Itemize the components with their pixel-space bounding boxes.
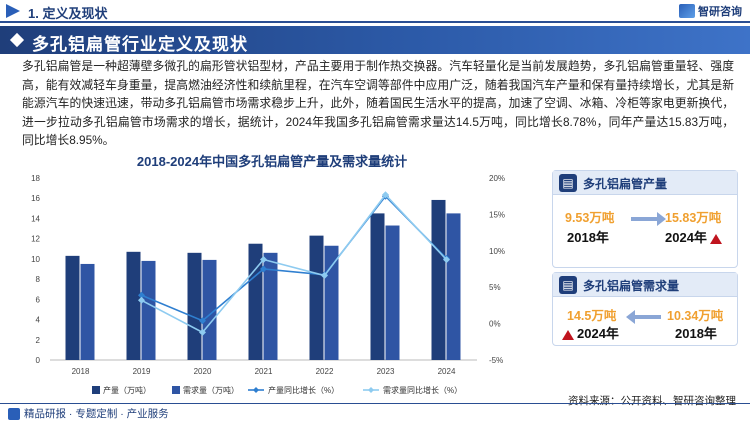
line-demand-growth <box>141 193 448 334</box>
x-tick-label: 2022 <box>316 367 334 376</box>
title-banner: 多孔铝扁管行业定义及现状 <box>0 26 750 54</box>
top-bar: 1. 定义及现状 智研咨询 <box>0 0 750 22</box>
demand-card-title: 多孔铝扁管需求量 <box>583 279 680 293</box>
bar-production <box>126 251 141 360</box>
y-left-tick-label: 6 <box>36 295 41 304</box>
y-left-tick-label: 0 <box>36 356 41 365</box>
footer-text: 精品研报 · 专题定制 · 产业服务 <box>24 408 169 420</box>
y-right-tick-label: 20% <box>489 174 505 183</box>
up-arrow-icon <box>709 233 722 244</box>
bar-demand <box>446 213 461 360</box>
legend-swatch <box>172 386 180 394</box>
demand-left-year: 2024年 <box>577 326 619 341</box>
line-point <box>260 265 267 273</box>
footer: 精品研报 · 专题定制 · 产业服务 <box>8 406 169 421</box>
y-left-tick-label: 18 <box>31 174 40 183</box>
line-point <box>321 272 328 280</box>
bar-production <box>65 255 80 360</box>
diamond-icon <box>9 32 25 48</box>
production-from-value: 9.53万吨 <box>565 211 615 225</box>
production-from-year: 2018年 <box>567 230 609 245</box>
y-right-tick-label: -5% <box>489 356 503 365</box>
bar-demand <box>263 252 278 360</box>
logo-icon <box>679 4 695 18</box>
right-arrow-icon <box>631 212 666 226</box>
demand-card-header: ▤ 多孔铝扁管需求量 <box>553 273 737 297</box>
production-to-year: 2024年 <box>665 230 707 245</box>
y-left-tick-label: 12 <box>31 235 40 244</box>
y-left-tick-label: 8 <box>36 275 41 284</box>
legend-label: 产量（万吨） <box>103 385 151 395</box>
line-point <box>260 256 267 264</box>
demand-right-value: 10.34万吨 <box>667 309 724 323</box>
production-card-title: 多孔铝扁管产量 <box>583 177 668 191</box>
production-to-value: 15.83万吨 <box>665 211 722 225</box>
bar-production <box>187 252 202 360</box>
bar-demand <box>141 260 156 360</box>
page-title: 多孔铝扁管行业定义及现状 <box>32 35 248 54</box>
x-tick-label: 2023 <box>377 367 395 376</box>
x-tick-label: 2018 <box>72 367 90 376</box>
line-point <box>138 296 145 304</box>
y-right-tick-label: 15% <box>489 210 505 219</box>
line-point <box>138 291 145 299</box>
x-tick-label: 2024 <box>438 367 456 376</box>
y-left-tick-label: 10 <box>31 255 40 264</box>
legend-label: 需求量同比增长（%） <box>383 385 462 395</box>
left-arrow-icon <box>626 310 661 324</box>
production-to-year-row: 2024年 <box>665 227 725 246</box>
source-note: 资料来源：公开资料、智研咨询整理 <box>568 395 736 407</box>
demand-card: ▤ 多孔铝扁管需求量 14.5万吨 2024年 10.34万吨 2018年 <box>552 272 738 346</box>
y-left-tick-label: 4 <box>36 316 41 325</box>
legend-marker <box>253 387 259 393</box>
line-production-growth <box>141 194 448 322</box>
chart-icon: ▤ <box>559 276 577 294</box>
y-right-tick-label: 5% <box>489 283 501 292</box>
chart-title: 2018-2024年中国多孔铝扁管产量及需求量统计 <box>136 154 408 169</box>
demand-left-value: 14.5万吨 <box>567 309 617 323</box>
y-left-tick-label: 16 <box>31 194 40 203</box>
x-tick-label: 2020 <box>194 367 212 376</box>
bar-production <box>309 235 324 360</box>
demand-left-year-row: 2024年 <box>559 323 619 342</box>
y-right-tick-label: 10% <box>489 247 505 256</box>
legend-swatch <box>92 386 100 394</box>
bar-production <box>431 199 446 360</box>
bar-production <box>370 213 385 360</box>
line-point <box>443 256 450 264</box>
footer-icon <box>8 407 20 420</box>
line-point <box>382 191 389 199</box>
x-tick-label: 2021 <box>255 367 273 376</box>
section-marker-icon <box>6 4 20 18</box>
bar-demand <box>80 263 95 360</box>
legend-label: 需求量（万吨） <box>183 385 239 395</box>
line-point <box>199 328 206 336</box>
chart-icon: ▤ <box>559 174 577 192</box>
up-arrow-icon <box>562 329 574 340</box>
production-card-header: ▤ 多孔铝扁管产量 <box>553 171 737 195</box>
section-title: 1. 定义及现状 <box>28 6 108 21</box>
legend-label: 产量同比增长（%） <box>268 385 339 395</box>
line-point <box>199 317 206 325</box>
demand-right-year: 2018年 <box>675 326 717 341</box>
brand-logo: 智研咨询 <box>679 3 742 19</box>
logo-text: 智研咨询 <box>698 6 742 18</box>
combo-chart: 0 2 4 6 8 10 12 14 16 18 -5% 0% 5% 10% 15% 20% 2018 2019 2… <box>31 174 505 395</box>
legend-marker <box>368 387 374 393</box>
bar-production <box>248 243 263 360</box>
x-tick-label: 2019 <box>133 367 151 376</box>
header-rule <box>0 21 750 23</box>
production-card: ▤ 多孔铝扁管产量 9.53万吨 2018年 15.83万吨 2024年 <box>552 170 738 268</box>
footer-rule <box>0 403 750 404</box>
y-right-tick-label: 0% <box>489 320 501 329</box>
bar-demand <box>202 259 217 360</box>
bar-demand <box>385 225 400 360</box>
y-left-tick-label: 14 <box>31 214 40 223</box>
bar-demand <box>324 245 339 360</box>
y-left-tick-label: 2 <box>36 336 41 345</box>
description-paragraph: 多孔铝扁管是一种超薄壁多微孔的扁形管状铝型材，产品主要用于制作热交换器。汽车轻量… <box>22 59 734 148</box>
